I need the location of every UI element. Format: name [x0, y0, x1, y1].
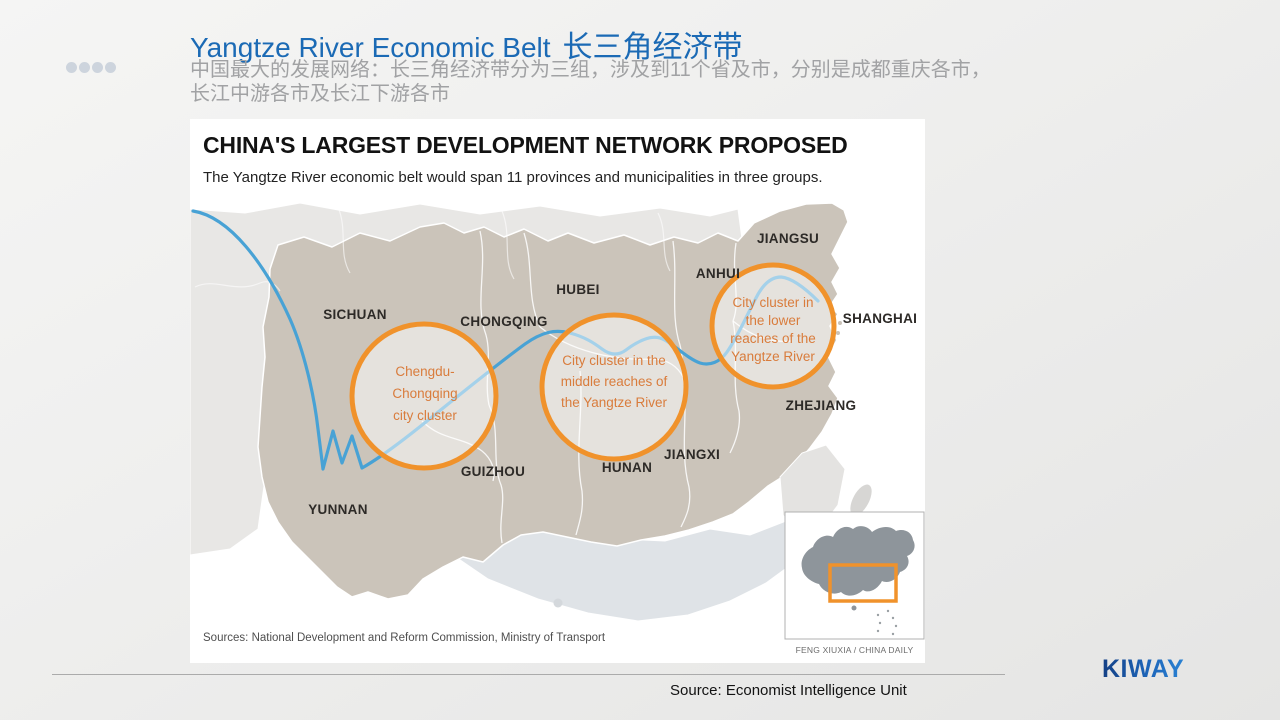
subtitle-line-1: 中国最大的发展网络：长三角经济带分为三组，涉及到11个省及市，分别是成都重庆各市… — [190, 59, 991, 81]
province-label-jiangsu: JIANGSU — [757, 231, 819, 246]
cluster-label-line: reaches of the — [730, 331, 816, 346]
province-label-chongqing: CHONGQING — [460, 314, 547, 329]
province-label-sichuan: SICHUAN — [323, 307, 387, 322]
subtitle-line-2: 长江中游各市及长江下游各市 — [190, 83, 450, 105]
slide-progress-dots — [66, 62, 116, 73]
inset-credit: FENG XIUXIA / CHINA DAILY — [795, 645, 914, 655]
cluster-label-line: city cluster — [393, 408, 457, 423]
title-chinese: 长三角经济带 — [562, 31, 743, 64]
province-label-guizhou: GUIZHOU — [461, 464, 525, 479]
cluster-circle-middle-reaches — [539, 312, 689, 462]
map-subtitle: The Yangtze River economic belt would sp… — [203, 169, 823, 186]
coastal-island — [836, 331, 840, 335]
province-label-hunan: HUNAN — [602, 460, 652, 475]
china-map-svg: SICHUAN CHONGQING HUBEI ANHUI JIANGSU SH… — [190, 202, 925, 640]
dot-icon — [92, 62, 103, 73]
cluster-label-line: the lower — [746, 313, 801, 328]
hainan-island — [553, 598, 563, 608]
province-label-anhui: ANHUI — [696, 266, 740, 281]
map-infographic: CHINA'S LARGEST DEVELOPMENT NETWORK PROP… — [190, 119, 925, 663]
cluster-label-line: Chengdu- — [395, 364, 454, 379]
province-label-yunnan: YUNNAN — [308, 502, 368, 517]
dot-icon — [66, 62, 77, 73]
inset-locator-map — [784, 511, 925, 640]
map-title: CHINA'S LARGEST DEVELOPMENT NETWORK PROP… — [203, 132, 848, 158]
cluster-circle-lower-reaches — [709, 262, 837, 390]
page-subtitle: 中国最大的发展网络：长三角经济带分为三组，涉及到11个省及市，分别是成都重庆各市… — [190, 58, 991, 106]
map-sources: Sources: National Development and Reform… — [203, 632, 606, 644]
inset-sea-dashes — [876, 609, 898, 636]
inset-hainan-dot — [851, 605, 857, 611]
dot-icon — [79, 62, 90, 73]
footer-source: Source: Economist Intelligence Unit — [670, 682, 907, 699]
footer-divider — [52, 674, 1005, 675]
kiway-logo: KIWAY — [1102, 655, 1185, 683]
cluster-label-line: City cluster in — [732, 295, 813, 310]
title-english: Yangtze River Economic Belt — [190, 32, 551, 63]
province-label-hubei: HUBEI — [556, 282, 600, 297]
province-label-shanghai: SHANGHAI — [843, 311, 917, 326]
coastal-island — [838, 321, 842, 325]
page-title: Yangtze River Economic Belt 长三角经济带 — [190, 22, 743, 66]
province-label-zhejiang: ZHEJIANG — [786, 398, 857, 413]
province-label-jiangxi: JIANGXI — [664, 447, 720, 462]
cluster-circle-chengdu-chongqing — [349, 321, 499, 471]
cluster-label-line: Chongqing — [392, 386, 457, 401]
inset-highlight-rect — [828, 563, 898, 603]
taiwan-island — [850, 484, 872, 516]
cluster-label-line: City cluster in the — [562, 353, 666, 368]
province-labels: SICHUAN CHONGQING HUBEI ANHUI JIANGSU SH… — [308, 231, 917, 517]
cluster-label-line: Yangtze River — [731, 349, 815, 364]
cluster-labels: Chengdu- Chongqing city cluster City clu… — [392, 295, 815, 423]
dot-icon — [105, 62, 116, 73]
cluster-label-line: the Yangtze River — [561, 395, 668, 410]
cluster-label-line: middle reaches of — [561, 374, 668, 389]
